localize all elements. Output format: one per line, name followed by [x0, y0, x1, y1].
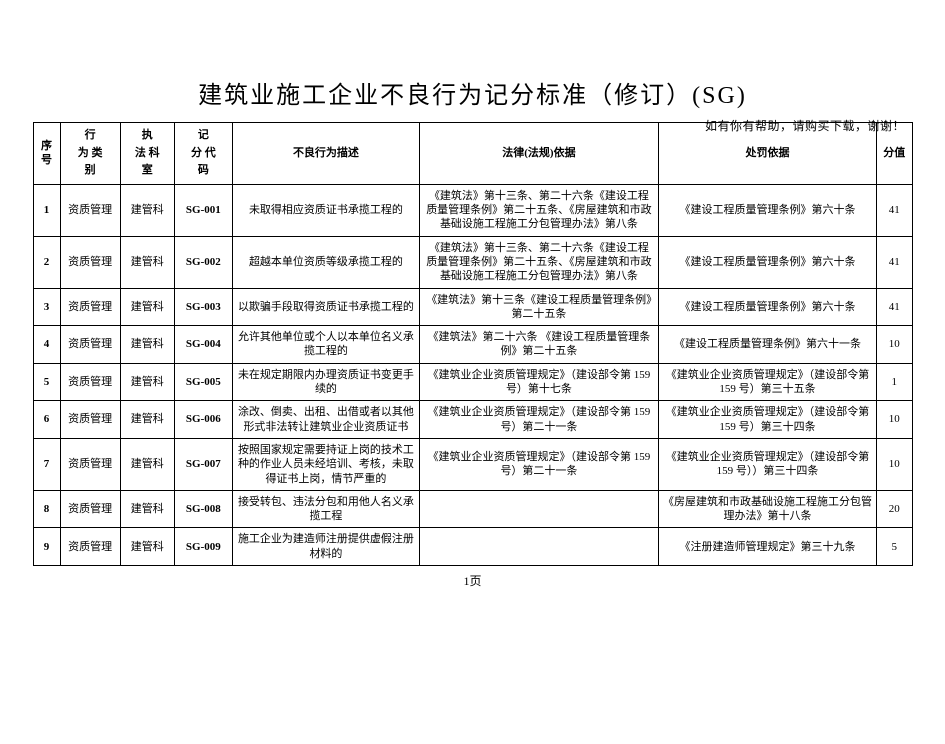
cell-code: SG-003: [174, 288, 232, 326]
cell-penalty: 《注册建造师管理规定》第三十九条: [658, 528, 876, 566]
cell-dept: 建管科: [120, 326, 174, 364]
col-code-header: 记 分 代 码: [174, 123, 232, 185]
cell-seq: 7: [33, 438, 60, 490]
col-category-header: 行 为 类 别: [60, 123, 120, 185]
cell-code: SG-002: [174, 236, 232, 288]
cell-code: SG-009: [174, 528, 232, 566]
cell-desc: 允许其他单位或个人以本单位名义承揽工程的: [232, 326, 419, 364]
cell-score: 41: [877, 288, 912, 326]
cell-law: [419, 528, 658, 566]
cell-desc: 未取得相应资质证书承揽工程的: [232, 184, 419, 236]
cell-seq: 8: [33, 490, 60, 528]
table-row: 2资质管理建管科SG-002超越本单位资质等级承揽工程的《建筑法》第十三条、第二…: [33, 236, 912, 288]
cell-category: 资质管理: [60, 401, 120, 439]
cell-penalty: 《建筑业企业资质管理规定》（建设部令第 159 号）第三十四条: [658, 401, 876, 439]
cell-dept: 建管科: [120, 490, 174, 528]
cell-category: 资质管理: [60, 363, 120, 401]
cell-desc: 涂改、倒卖、出租、出借或者以其他形式非法转让建筑业企业资质证书: [232, 401, 419, 439]
cell-score: 10: [877, 326, 912, 364]
cell-dept: 建管科: [120, 401, 174, 439]
cell-penalty: 《建设工程质量管理条例》第六十条: [658, 184, 876, 236]
cell-seq: 5: [33, 363, 60, 401]
cell-code: SG-005: [174, 363, 232, 401]
table-row: 6资质管理建管科SG-006涂改、倒卖、出租、出借或者以其他形式非法转让建筑业企…: [33, 401, 912, 439]
cell-dept: 建管科: [120, 184, 174, 236]
cell-desc: 超越本单位资质等级承揽工程的: [232, 236, 419, 288]
cell-seq: 3: [33, 288, 60, 326]
page-number: 1页: [0, 572, 945, 589]
cell-penalty: 《建筑业企业资质管理规定》（建设部令第 159 号）第三十五条: [658, 363, 876, 401]
cell-code: SG-007: [174, 438, 232, 490]
cell-category: 资质管理: [60, 490, 120, 528]
page-title: 建筑业施工企业不良行为记分标准（修订）(SG): [0, 75, 945, 110]
cell-law: 《建筑法》第十三条、第二十六条《建设工程质量管理条例》第二十五条、《房屋建筑和市…: [419, 236, 658, 288]
cell-dept: 建管科: [120, 363, 174, 401]
cell-category: 资质管理: [60, 236, 120, 288]
cell-penalty: 《建设工程质量管理条例》第六十条: [658, 288, 876, 326]
cell-category: 资质管理: [60, 288, 120, 326]
cell-law: 《建筑业企业资质管理规定》（建设部令第 159 号）第二十一条: [419, 438, 658, 490]
col-law-header: 法律(法规)依据: [419, 123, 658, 185]
table-row: 1资质管理建管科SG-001未取得相应资质证书承揽工程的《建筑法》第十三条、第二…: [33, 184, 912, 236]
cell-penalty: 《房屋建筑和市政基础设施工程施工分包管理办法》第十八条: [658, 490, 876, 528]
cell-desc: 未在规定期限内办理资质证书变更手续的: [232, 363, 419, 401]
cell-dept: 建管科: [120, 288, 174, 326]
cell-desc: 接受转包、违法分包和用他人名义承揽工程: [232, 490, 419, 528]
cell-seq: 9: [33, 528, 60, 566]
cell-law: 《建筑业企业资质管理规定》（建设部令第 159 号）第二十一条: [419, 401, 658, 439]
cell-seq: 2: [33, 236, 60, 288]
cell-seq: 4: [33, 326, 60, 364]
table-row: 5资质管理建管科SG-005未在规定期限内办理资质证书变更手续的《建筑业企业资质…: [33, 363, 912, 401]
helper-hint: 如有你有帮助，请购买下载，谢谢！: [705, 117, 905, 134]
cell-score: 41: [877, 184, 912, 236]
cell-dept: 建管科: [120, 528, 174, 566]
col-dept-header: 执 法 科 室: [120, 123, 174, 185]
cell-code: SG-001: [174, 184, 232, 236]
cell-desc: 以欺骗手段取得资质证书承揽工程的: [232, 288, 419, 326]
cell-score: 10: [877, 438, 912, 490]
cell-penalty: 《建设工程质量管理条例》第六十条: [658, 236, 876, 288]
cell-law: 《建筑法》第十三条、第二十六条《建设工程质量管理条例》第二十五条、《房屋建筑和市…: [419, 184, 658, 236]
cell-category: 资质管理: [60, 326, 120, 364]
cell-dept: 建管科: [120, 236, 174, 288]
cell-law: 《建筑业企业资质管理规定》（建设部令第 159 号）第十七条: [419, 363, 658, 401]
cell-score: 5: [877, 528, 912, 566]
cell-category: 资质管理: [60, 184, 120, 236]
cell-code: SG-004: [174, 326, 232, 364]
table-row: 9资质管理建管科SG-009施工企业为建造师注册提供虚假注册材料的 《注册建造师管…: [33, 528, 912, 566]
table-row: 4资质管理建管科SG-004允许其他单位或个人以本单位名义承揽工程的《建筑法》第…: [33, 326, 912, 364]
table-row: 7资质管理建管科SG-007按照国家规定需要持证上岗的技术工种的作业人员未经培训…: [33, 438, 912, 490]
cell-penalty: 《建筑业企业资质管理规定》（建设部令第 159 号））第三十四条: [658, 438, 876, 490]
col-seq-header: 序号: [33, 123, 60, 185]
cell-category: 资质管理: [60, 528, 120, 566]
cell-seq: 6: [33, 401, 60, 439]
table-row: 8资质管理建管科SG-008接受转包、违法分包和用他人名义承揽工程 《房屋建筑和市…: [33, 490, 912, 528]
cell-penalty: 《建设工程质量管理条例》第六十一条: [658, 326, 876, 364]
cell-desc: 施工企业为建造师注册提供虚假注册材料的: [232, 528, 419, 566]
cell-code: SG-008: [174, 490, 232, 528]
cell-dept: 建管科: [120, 438, 174, 490]
col-desc-header: 不良行为描述: [232, 123, 419, 185]
cell-desc: 按照国家规定需要持证上岗的技术工种的作业人员未经培训、考核，未取得证书上岗，情节…: [232, 438, 419, 490]
cell-score: 41: [877, 236, 912, 288]
cell-category: 资质管理: [60, 438, 120, 490]
table-row: 3资质管理建管科SG-003以欺骗手段取得资质证书承揽工程的《建筑法》第十三条《…: [33, 288, 912, 326]
cell-law: 《建筑法》第二十六条 《建设工程质量管理条例》第二十五条: [419, 326, 658, 364]
cell-code: SG-006: [174, 401, 232, 439]
cell-law: [419, 490, 658, 528]
scoring-table: 序号 行 为 类 别 执 法 科 室 记 分 代 码 不良行为描述 法律(法规)…: [33, 122, 913, 566]
cell-seq: 1: [33, 184, 60, 236]
cell-score: 10: [877, 401, 912, 439]
cell-score: 20: [877, 490, 912, 528]
cell-law: 《建筑法》第十三条《建设工程质量管理条例》第二十五条: [419, 288, 658, 326]
cell-score: 1: [877, 363, 912, 401]
